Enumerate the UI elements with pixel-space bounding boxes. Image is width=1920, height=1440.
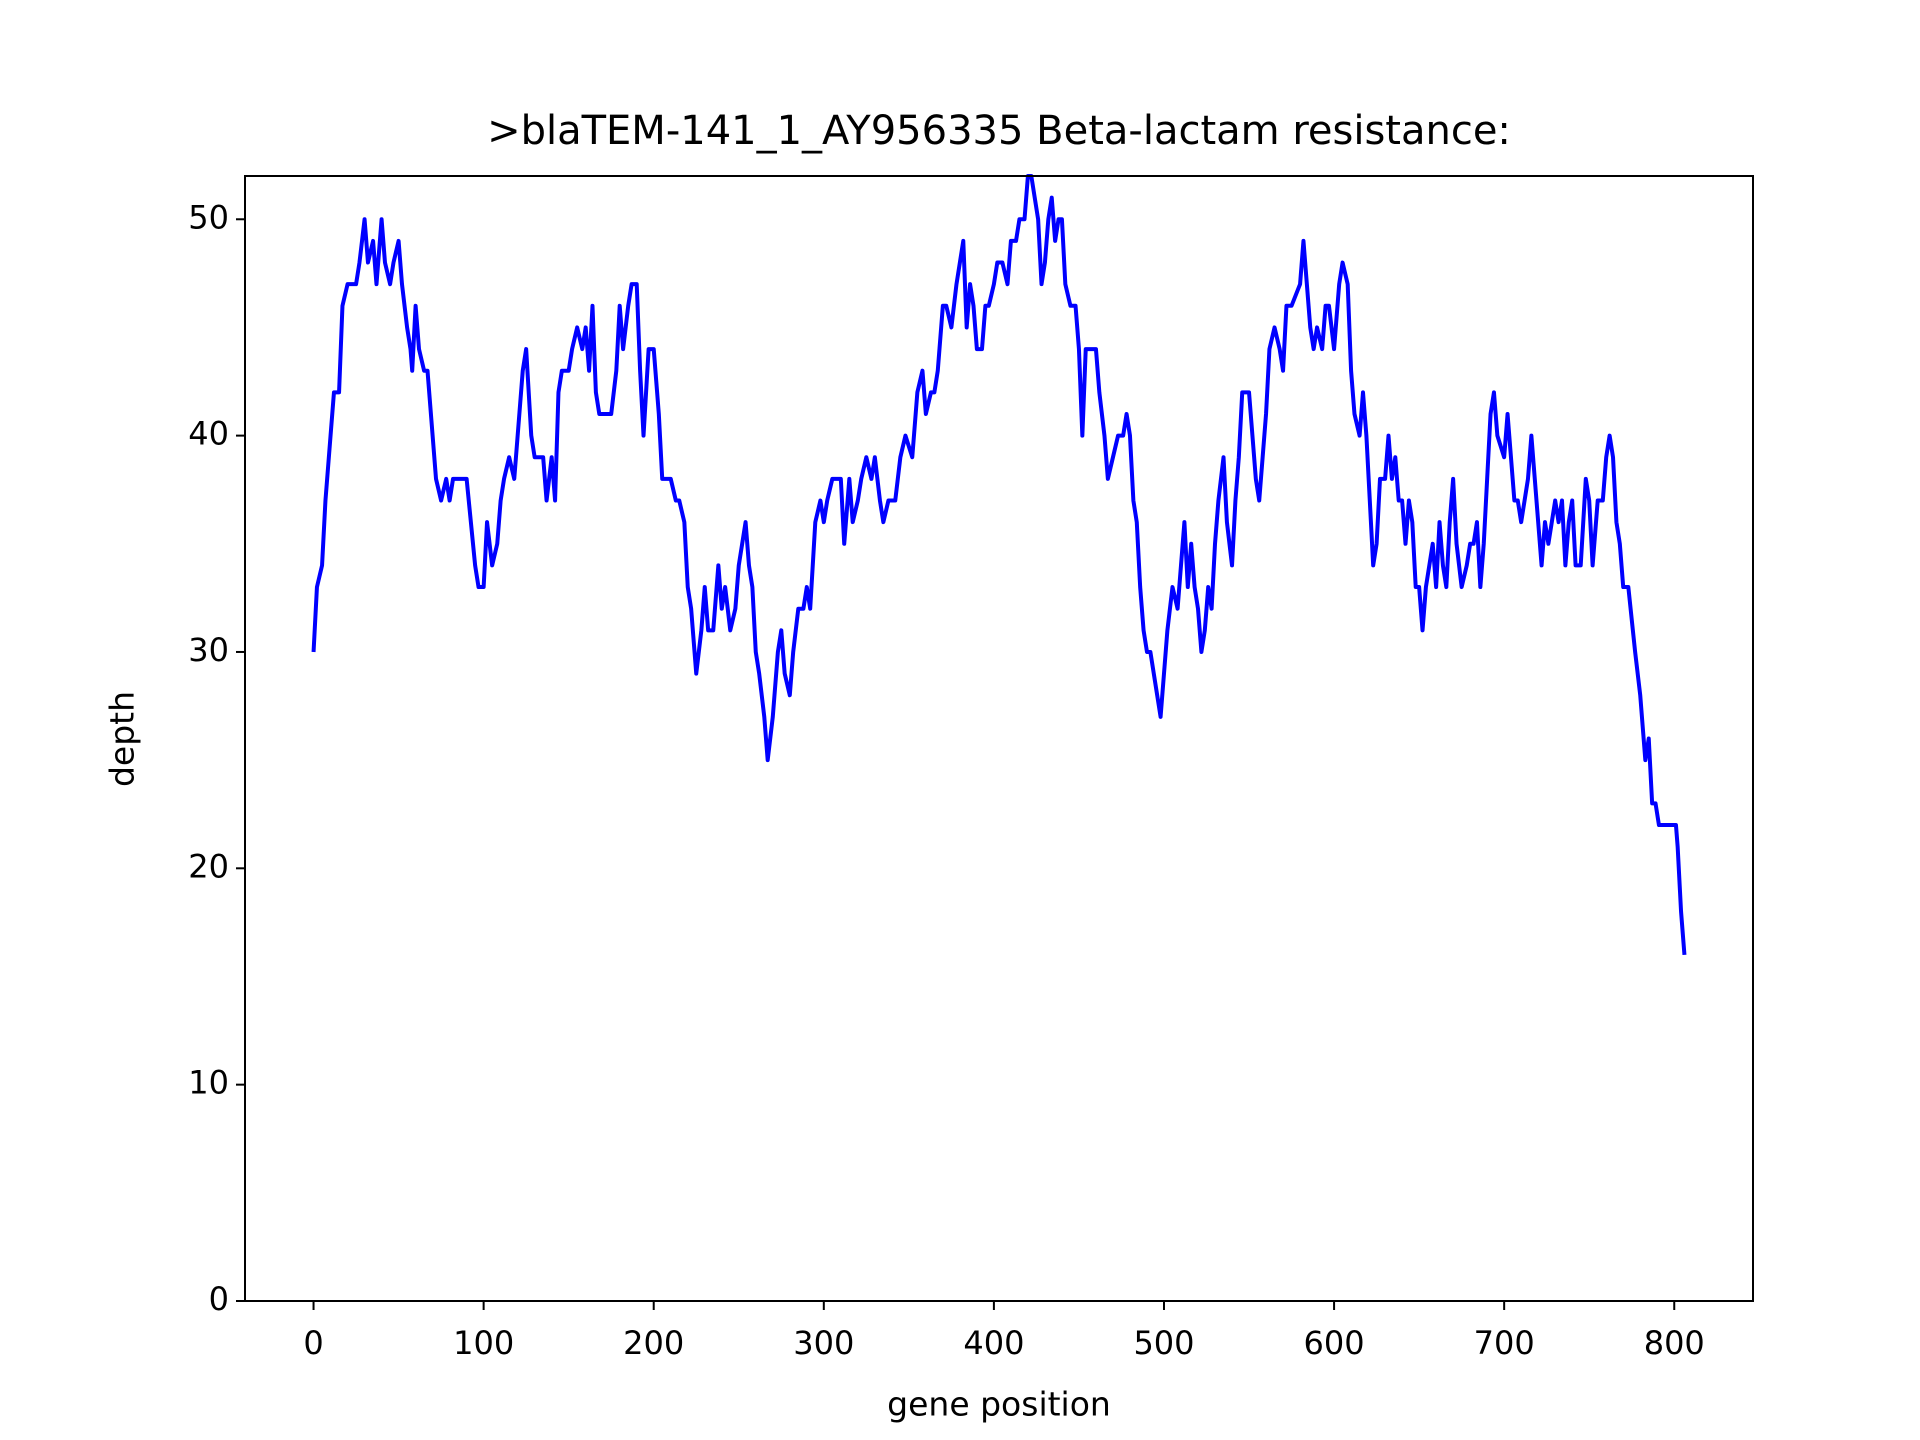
plot-frame bbox=[244, 175, 1754, 1302]
chart-title: >blaTEM-141_1_AY956335 Beta-lactam resis… bbox=[487, 108, 1511, 154]
y-tick-label: 30 bbox=[188, 631, 229, 669]
y-axis-label: depth bbox=[103, 691, 142, 787]
y-tick-label: 50 bbox=[188, 198, 229, 236]
x-tick-label: 800 bbox=[1644, 1324, 1705, 1362]
y-tick-label: 10 bbox=[188, 1064, 229, 1102]
y-tick-label: 40 bbox=[188, 415, 229, 453]
data-line bbox=[311, 174, 1687, 956]
x-tick-label: 300 bbox=[793, 1324, 854, 1362]
y-tick-label: 0 bbox=[209, 1280, 229, 1318]
x-tick-label: 100 bbox=[453, 1324, 514, 1362]
x-tick-label: 600 bbox=[1304, 1324, 1365, 1362]
x-tick-label: 400 bbox=[963, 1324, 1024, 1362]
x-tick-label: 500 bbox=[1133, 1324, 1194, 1362]
x-axis-label: gene position bbox=[887, 1385, 1111, 1424]
x-tick-label: 0 bbox=[303, 1324, 323, 1362]
y-tick-label: 20 bbox=[188, 847, 229, 885]
x-tick-label: 700 bbox=[1474, 1324, 1535, 1362]
x-tick-label: 200 bbox=[623, 1324, 684, 1362]
